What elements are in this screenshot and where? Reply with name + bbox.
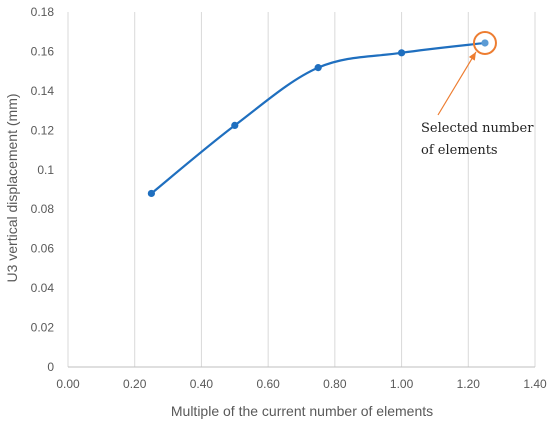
x-tick-label: 0.80 <box>323 377 347 391</box>
annotation-arrow-line <box>437 51 477 116</box>
annotation-text: Selected number <box>421 121 534 136</box>
data-point <box>397 49 406 57</box>
y-tick-label: 0.04 <box>31 281 55 295</box>
x-axis-title: Multiple of the current number of elemen… <box>171 403 433 419</box>
y-tick-label: 0.08 <box>31 202 55 216</box>
y-tick-label: 0 <box>47 360 54 374</box>
x-tick-label: 0.20 <box>123 377 147 391</box>
annotation-arrow-head <box>468 51 476 61</box>
data-point <box>481 39 489 47</box>
x-tick-label: 0.00 <box>56 377 80 391</box>
tick-labels: 0.00 0.20 0.40 0.60 0.80 1.00 1.20 1.40 0 0.02 0.0… <box>31 5 547 391</box>
y-tick-label: 0.16 <box>31 44 55 58</box>
y-tick-label: 0.18 <box>31 5 55 19</box>
x-tick-label: 0.60 <box>256 377 280 391</box>
annotation-group: Selected number of elements <box>421 30 534 158</box>
data-point <box>231 121 239 130</box>
y-tick-label: 0.1 <box>37 163 54 177</box>
grid-lines <box>67 12 536 368</box>
y-axis-title: U3 vertical displacement (mm) <box>4 93 20 282</box>
highlight-circle <box>472 30 497 55</box>
y-tick-label: 0.06 <box>31 242 55 256</box>
data-point <box>147 189 155 198</box>
y-tick-label: 0.12 <box>31 123 55 137</box>
x-tick-label: 1.00 <box>390 377 414 391</box>
series-group <box>147 39 489 198</box>
annotation-text: of elements <box>421 143 498 158</box>
x-tick-label: 0.40 <box>190 377 214 391</box>
x-tick-label: 1.20 <box>457 377 481 391</box>
data-point <box>314 64 322 72</box>
x-tick-label: 1.40 <box>523 377 547 391</box>
y-tick-label: 0.14 <box>31 84 55 98</box>
y-tick-label: 0.02 <box>31 321 55 335</box>
